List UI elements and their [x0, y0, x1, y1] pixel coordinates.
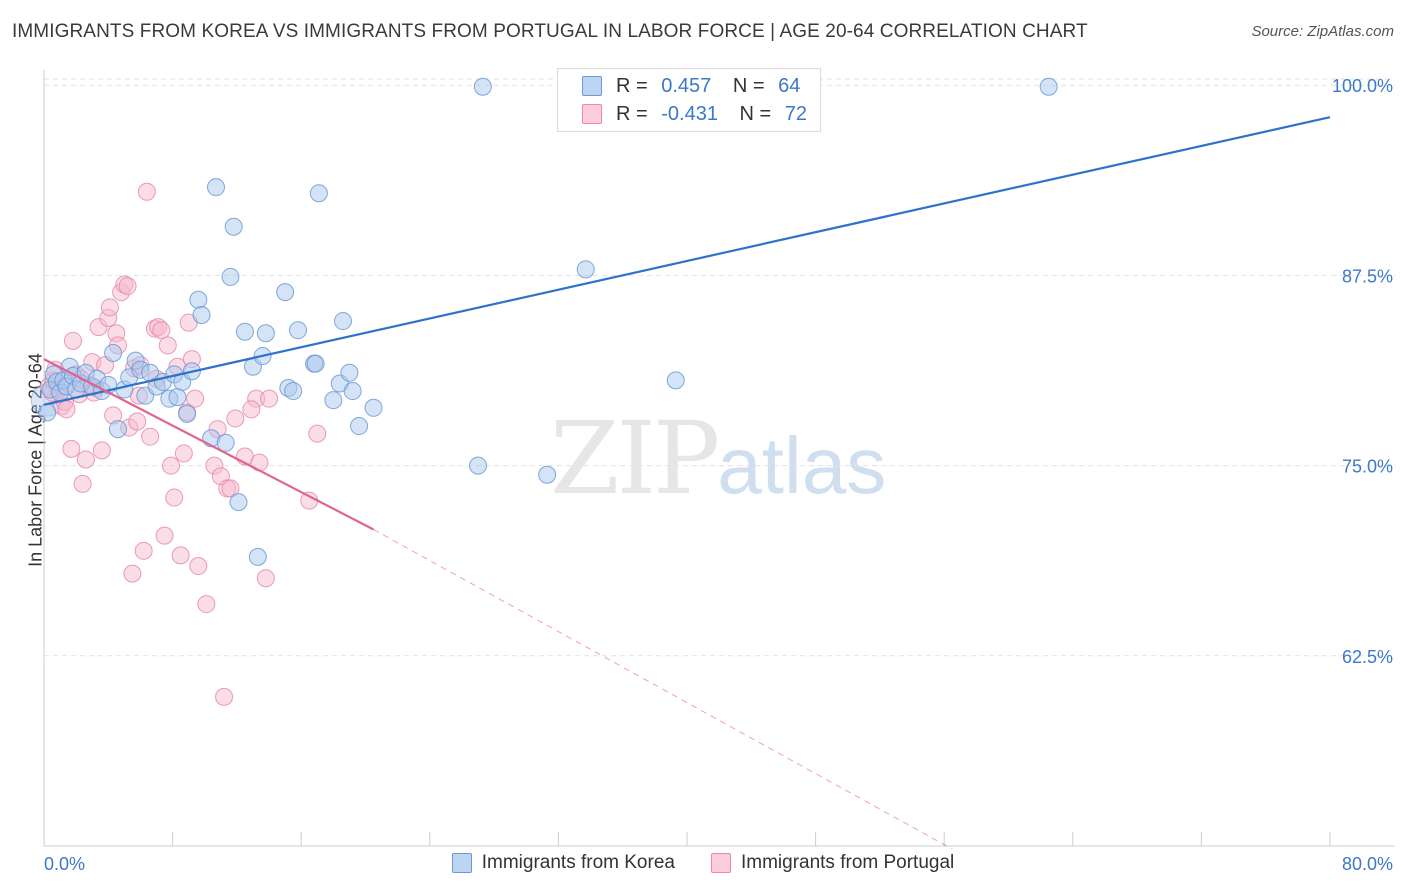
legend-swatch-korea: [451, 853, 472, 873]
portugal-point: [92, 441, 111, 460]
portugal-point: [100, 298, 119, 317]
portugal-n-value: 72: [784, 102, 808, 125]
portugal-point: [189, 557, 208, 576]
portugal-point: [256, 569, 275, 588]
portugal-point: [171, 546, 190, 565]
korea-point: [229, 493, 248, 512]
portugal-point: [308, 424, 327, 443]
korea-point: [340, 363, 359, 382]
portugal-point: [215, 687, 234, 706]
korea-n-value: 64: [778, 74, 801, 97]
korea-trend-line: [43, 116, 1331, 406]
portugal-point: [137, 182, 156, 201]
y-tick-label: 75.0%: [1342, 457, 1393, 477]
x-tick-label-max: 80.0%: [1342, 854, 1393, 874]
korea-point: [1039, 77, 1058, 96]
legend-label-korea: Immigrants from Korea: [481, 852, 675, 873]
korea-point: [309, 184, 328, 203]
portugal-point: [141, 427, 160, 446]
korea-point: [221, 267, 240, 286]
korea-point: [343, 382, 362, 401]
korea-point: [178, 404, 197, 423]
korea-point: [216, 433, 235, 452]
portugal-trend-extension: [373, 529, 953, 850]
korea-point: [256, 324, 275, 343]
korea-r-label: R =: [616, 74, 648, 97]
portugal-point: [226, 409, 245, 428]
portugal-point: [161, 456, 180, 475]
portugal-trend-line: [43, 358, 375, 531]
korea-point: [108, 420, 127, 439]
portugal-point: [57, 400, 76, 419]
y-tick-label: 100.0%: [1332, 76, 1393, 96]
korea-point: [324, 391, 343, 410]
portugal-point: [152, 321, 171, 340]
legend-item-portugal[interactable]: Immigrants from Portugal: [710, 852, 955, 874]
legend-item-korea[interactable]: Immigrants from Korea: [451, 852, 675, 874]
korea-n-label: N =: [732, 74, 765, 97]
portugal-point: [165, 488, 184, 507]
korea-point: [350, 417, 369, 436]
korea-point: [276, 283, 295, 302]
korea-point: [288, 321, 307, 340]
korea-point: [538, 465, 557, 484]
portugal-point: [221, 479, 240, 498]
portugal-point: [118, 277, 137, 296]
korea-point: [207, 178, 226, 197]
portugal-point: [73, 474, 92, 493]
korea-point: [666, 371, 685, 390]
portugal-point: [134, 541, 153, 560]
korea-point: [333, 312, 352, 331]
korea-point: [473, 77, 492, 96]
portugal-point: [76, 450, 95, 469]
portugal-point: [197, 595, 216, 614]
portugal-point: [260, 389, 279, 408]
korea-point: [38, 403, 57, 422]
series-legend: Immigrants from Korea Immigrants from Po…: [0, 852, 1406, 874]
korea-point: [469, 456, 488, 475]
portugal-swatch: [582, 104, 602, 124]
korea-point: [284, 382, 303, 401]
portugal-r-label: R =: [616, 102, 648, 125]
korea-point: [576, 260, 595, 279]
korea-point: [104, 344, 123, 363]
legend-swatch-portugal: [710, 853, 731, 873]
korea-point: [224, 217, 243, 236]
portugal-point: [158, 336, 177, 355]
watermark-zip: ZIP: [550, 400, 720, 517]
x-tick-label-min: 0.0%: [44, 854, 85, 874]
legend-label-portugal: Immigrants from Portugal: [740, 852, 955, 873]
korea-stats: R = 0.457 N = 64: [616, 75, 800, 98]
korea-point: [364, 398, 383, 417]
korea-swatch: [582, 76, 602, 96]
stats-legend: R = 0.457 N = 64 R = -0.431 N = 72: [557, 68, 821, 132]
portugal-point: [155, 526, 174, 545]
portugal-point: [174, 444, 193, 463]
portugal-point: [123, 564, 142, 583]
portugal-point: [300, 491, 319, 510]
portugal-stats: R = -0.431 N = 72: [616, 103, 807, 126]
korea-r-value: 0.457: [661, 74, 712, 97]
portugal-n-label: N =: [739, 102, 772, 125]
korea-point: [168, 388, 187, 407]
chart-title: IMMIGRANTS FROM KOREA VS IMMIGRANTS FROM…: [12, 21, 1088, 42]
korea-point: [306, 354, 325, 373]
portugal-point: [186, 389, 205, 408]
portugal-point: [242, 400, 261, 419]
portugal-r-value: -0.431: [661, 102, 718, 125]
korea-point: [235, 322, 254, 341]
portugal-point: [63, 331, 82, 350]
y-tick-label: 87.5%: [1342, 266, 1393, 286]
korea-point: [248, 547, 267, 566]
portugal-point: [62, 439, 81, 458]
korea-point: [192, 305, 211, 324]
y-tick-label: 62.5%: [1342, 647, 1393, 667]
korea-point: [189, 290, 208, 309]
source-note: Source: ZipAtlas.com: [1251, 23, 1394, 40]
portugal-point: [128, 412, 147, 431]
